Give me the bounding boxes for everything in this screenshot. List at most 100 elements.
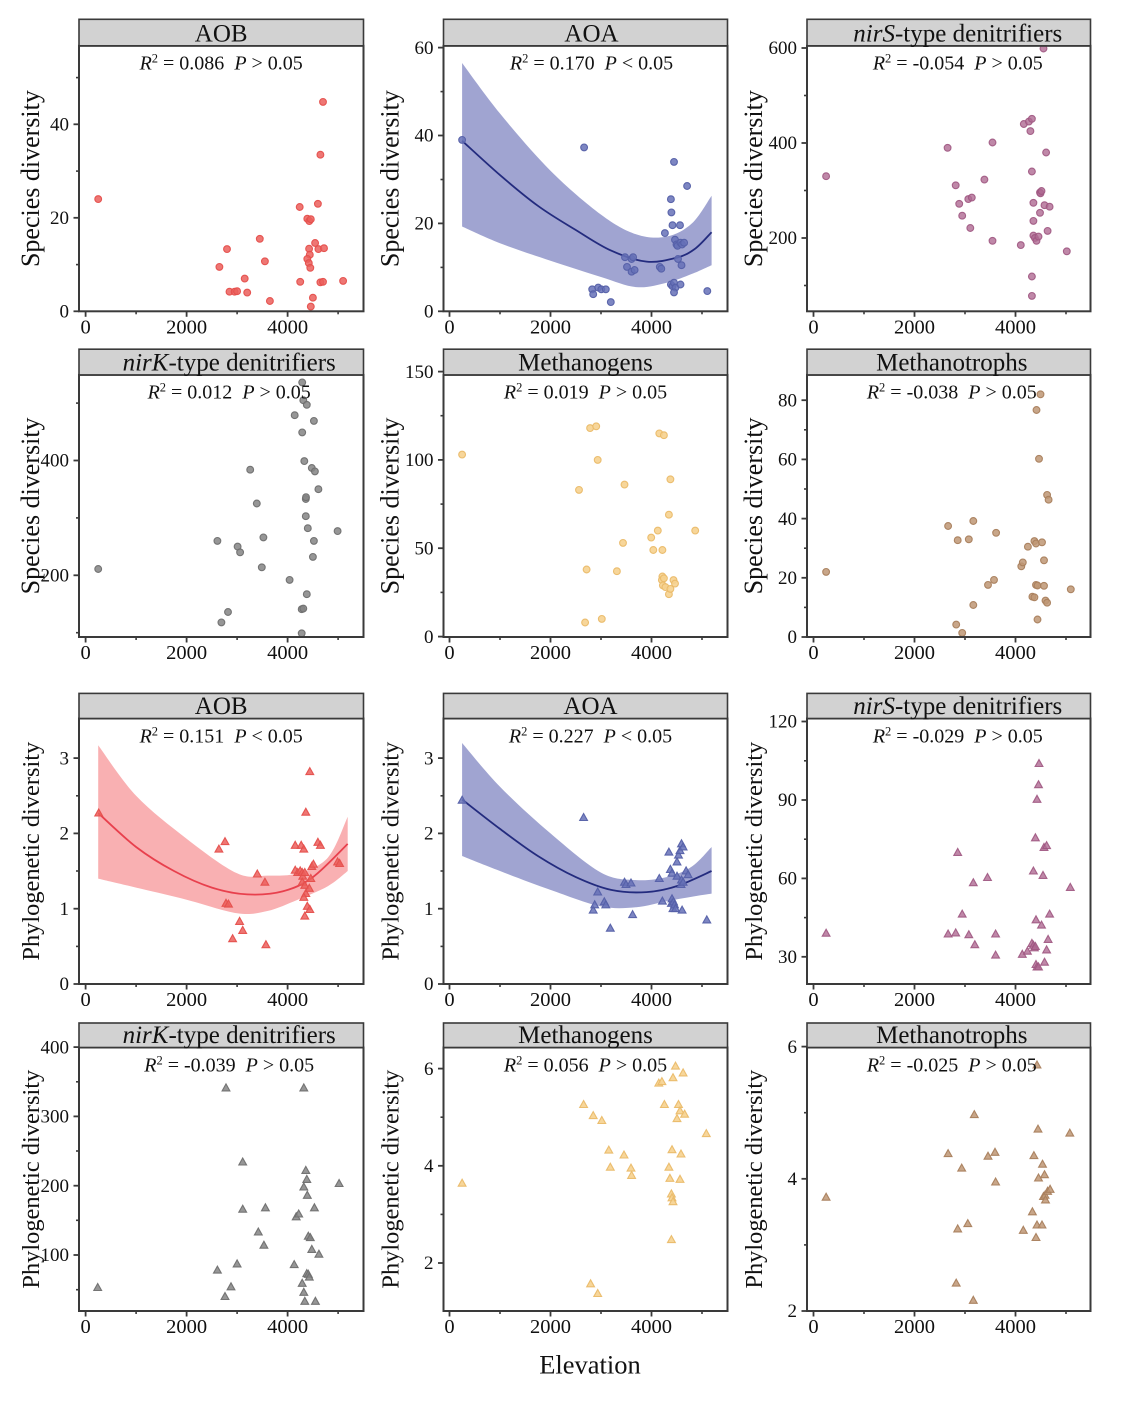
svg-text:Phylogenetic diversity: Phylogenetic diversity xyxy=(378,741,405,961)
svg-text:2000: 2000 xyxy=(166,316,207,338)
svg-text:4000: 4000 xyxy=(995,316,1036,338)
svg-text:3: 3 xyxy=(60,748,70,769)
svg-text:R2 = -0.038 P > 0.05: R2 = -0.038 P > 0.05 xyxy=(866,381,1037,404)
svg-text:R2 = 0.086 P > 0.05: R2 = 0.086 P > 0.05 xyxy=(139,52,303,75)
svg-text:2000: 2000 xyxy=(166,989,207,1011)
svg-text:20: 20 xyxy=(50,208,69,229)
svg-text:Phylogenetic diversity: Phylogenetic diversity xyxy=(741,741,768,961)
svg-text:2000: 2000 xyxy=(166,1316,207,1338)
svg-text:R2 = -0.025 P > 0.05: R2 = -0.025 P > 0.05 xyxy=(866,1053,1037,1076)
svg-text:50: 50 xyxy=(415,539,434,560)
svg-text:90: 90 xyxy=(778,790,797,811)
svg-text:0: 0 xyxy=(80,1316,90,1338)
svg-text:4: 4 xyxy=(424,1156,434,1177)
svg-text:0: 0 xyxy=(444,316,454,338)
svg-text:Species diversity: Species diversity xyxy=(376,417,405,594)
svg-text:Elevation: Elevation xyxy=(539,1350,641,1380)
svg-text:100: 100 xyxy=(405,450,434,471)
svg-text:6: 6 xyxy=(788,1037,798,1058)
svg-text:1: 1 xyxy=(424,899,434,920)
svg-text:AOA: AOA xyxy=(563,693,617,720)
svg-text:400: 400 xyxy=(41,1037,70,1058)
svg-text:AOB: AOB xyxy=(195,693,248,720)
svg-text:400: 400 xyxy=(769,133,798,154)
svg-text:Species diversity: Species diversity xyxy=(739,90,768,267)
svg-text:Phylogenetic diversity: Phylogenetic diversity xyxy=(18,741,45,961)
svg-text:300: 300 xyxy=(41,1107,70,1128)
svg-text:0: 0 xyxy=(424,974,434,995)
svg-text:4000: 4000 xyxy=(631,1316,672,1338)
svg-text:Species diversity: Species diversity xyxy=(739,417,768,594)
svg-text:60: 60 xyxy=(778,869,797,890)
svg-text:Species diversity: Species diversity xyxy=(16,90,45,267)
svg-text:0: 0 xyxy=(444,989,454,1011)
svg-text:2000: 2000 xyxy=(166,642,207,664)
svg-text:30: 30 xyxy=(778,947,797,968)
svg-text:Methanogens: Methanogens xyxy=(518,1022,653,1049)
svg-text:600: 600 xyxy=(769,38,798,59)
svg-text:R2 = 0.151 P < 0.05: R2 = 0.151 P < 0.05 xyxy=(139,724,303,747)
svg-text:20: 20 xyxy=(415,214,434,235)
svg-text:150: 150 xyxy=(405,362,434,383)
svg-text:4000: 4000 xyxy=(267,642,308,664)
svg-text:3: 3 xyxy=(424,748,434,769)
svg-text:0: 0 xyxy=(444,1316,454,1338)
svg-text:R2 = 0.012 P > 0.05: R2 = 0.012 P > 0.05 xyxy=(147,381,311,404)
svg-text:AOA: AOA xyxy=(564,20,618,47)
svg-text:0: 0 xyxy=(60,302,70,323)
svg-text:Methanotrophs: Methanotrophs xyxy=(876,1022,1027,1049)
svg-text:200: 200 xyxy=(769,228,798,249)
svg-text:40: 40 xyxy=(50,115,69,136)
svg-text:60: 60 xyxy=(415,38,434,59)
svg-text:2: 2 xyxy=(60,824,70,845)
svg-text:nirK-type denitrifiers: nirK-type denitrifiers xyxy=(123,1022,336,1049)
svg-text:120: 120 xyxy=(769,712,798,733)
svg-text:0: 0 xyxy=(80,989,90,1011)
svg-text:2000: 2000 xyxy=(530,1316,571,1338)
svg-text:Methanotrophs: Methanotrophs xyxy=(876,349,1027,376)
svg-text:1: 1 xyxy=(60,899,70,920)
svg-text:2: 2 xyxy=(788,1301,798,1322)
svg-text:20: 20 xyxy=(778,568,797,589)
svg-text:100: 100 xyxy=(41,1245,70,1266)
svg-text:0: 0 xyxy=(80,642,90,664)
svg-text:Species diversity: Species diversity xyxy=(376,90,405,267)
svg-text:R2 = 0.019 P > 0.05: R2 = 0.019 P > 0.05 xyxy=(503,381,667,404)
svg-text:4000: 4000 xyxy=(995,1316,1036,1338)
svg-text:4: 4 xyxy=(788,1169,798,1190)
svg-text:nirK-type denitrifiers: nirK-type denitrifiers xyxy=(123,349,336,376)
svg-text:2000: 2000 xyxy=(894,642,935,664)
svg-text:6: 6 xyxy=(424,1059,434,1080)
svg-text:0: 0 xyxy=(444,642,454,664)
svg-text:0: 0 xyxy=(808,1316,818,1338)
svg-text:0: 0 xyxy=(808,989,818,1011)
svg-text:2000: 2000 xyxy=(530,316,571,338)
svg-text:4000: 4000 xyxy=(631,989,672,1011)
svg-text:R2 = -0.029 P > 0.05: R2 = -0.029 P > 0.05 xyxy=(872,724,1043,747)
svg-text:R2 = 0.227 P < 0.05: R2 = 0.227 P < 0.05 xyxy=(508,724,672,747)
svg-text:Phylogenetic diversity: Phylogenetic diversity xyxy=(378,1069,405,1289)
svg-text:4000: 4000 xyxy=(267,989,308,1011)
svg-text:R2 = -0.039 P > 0.05: R2 = -0.039 P > 0.05 xyxy=(143,1053,314,1076)
svg-text:200: 200 xyxy=(41,1176,70,1197)
svg-text:40: 40 xyxy=(778,509,797,530)
svg-text:R2 = -0.054 P > 0.05: R2 = -0.054 P > 0.05 xyxy=(872,52,1043,75)
svg-text:2000: 2000 xyxy=(894,989,935,1011)
svg-text:0: 0 xyxy=(424,627,434,648)
svg-text:0: 0 xyxy=(808,316,818,338)
svg-text:2000: 2000 xyxy=(530,642,571,664)
svg-text:4000: 4000 xyxy=(267,1316,308,1338)
svg-text:0: 0 xyxy=(80,316,90,338)
svg-text:2000: 2000 xyxy=(894,1316,935,1338)
svg-text:R2 = 0.170 P < 0.05: R2 = 0.170 P < 0.05 xyxy=(509,52,673,75)
svg-text:0: 0 xyxy=(424,302,434,323)
svg-text:2000: 2000 xyxy=(530,989,571,1011)
svg-text:4000: 4000 xyxy=(631,316,672,338)
svg-text:2000: 2000 xyxy=(894,316,935,338)
svg-text:2: 2 xyxy=(424,1253,434,1274)
svg-text:Methanogens: Methanogens xyxy=(518,349,653,376)
svg-text:Phylogenetic diversity: Phylogenetic diversity xyxy=(741,1069,768,1289)
svg-text:2: 2 xyxy=(424,824,434,845)
svg-text:4000: 4000 xyxy=(995,642,1036,664)
svg-text:200: 200 xyxy=(41,566,70,587)
